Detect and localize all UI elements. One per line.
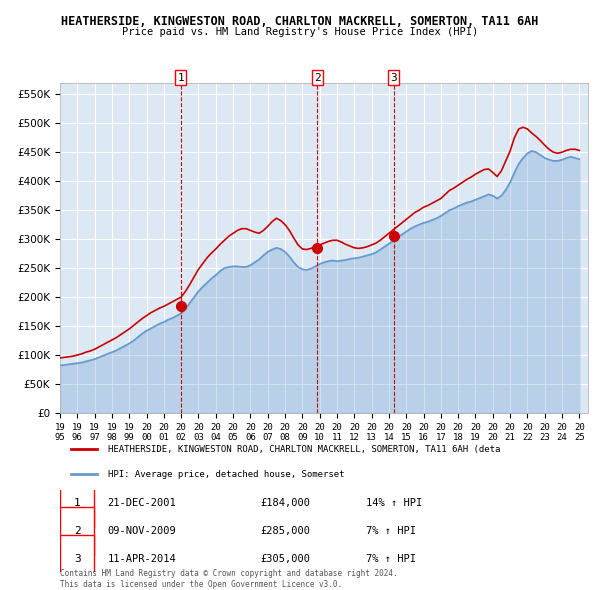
Text: 09-NOV-2009: 09-NOV-2009 [107, 526, 176, 536]
Text: £305,000: £305,000 [260, 553, 311, 563]
Text: HEATHERSIDE, KINGWESTON ROAD, CHARLTON MACKRELL, SOMERTON, TA11 6AH: HEATHERSIDE, KINGWESTON ROAD, CHARLTON M… [61, 15, 539, 28]
Text: 3: 3 [74, 553, 80, 563]
Text: HEATHERSIDE, KINGWESTON ROAD, CHARLTON MACKRELL, SOMERTON, TA11 6AH (deta: HEATHERSIDE, KINGWESTON ROAD, CHARLTON M… [107, 445, 500, 454]
Text: 1: 1 [177, 73, 184, 83]
Text: 3: 3 [391, 73, 397, 83]
FancyBboxPatch shape [60, 507, 94, 555]
Text: HPI: Average price, detached house, Somerset: HPI: Average price, detached house, Some… [107, 470, 344, 478]
Text: 7% ↑ HPI: 7% ↑ HPI [366, 526, 416, 536]
Text: 1: 1 [74, 499, 80, 509]
Text: £184,000: £184,000 [260, 499, 311, 509]
Text: 2: 2 [314, 73, 320, 83]
Text: 14% ↑ HPI: 14% ↑ HPI [366, 499, 422, 509]
Text: £285,000: £285,000 [260, 526, 311, 536]
Text: 21-DEC-2001: 21-DEC-2001 [107, 499, 176, 509]
Text: 11-APR-2014: 11-APR-2014 [107, 553, 176, 563]
FancyBboxPatch shape [60, 535, 94, 582]
Text: 2: 2 [74, 526, 80, 536]
Text: 7% ↑ HPI: 7% ↑ HPI [366, 553, 416, 563]
FancyBboxPatch shape [60, 480, 94, 527]
Text: Contains HM Land Registry data © Crown copyright and database right 2024.
This d: Contains HM Land Registry data © Crown c… [60, 569, 398, 589]
Text: Price paid vs. HM Land Registry's House Price Index (HPI): Price paid vs. HM Land Registry's House … [122, 27, 478, 37]
